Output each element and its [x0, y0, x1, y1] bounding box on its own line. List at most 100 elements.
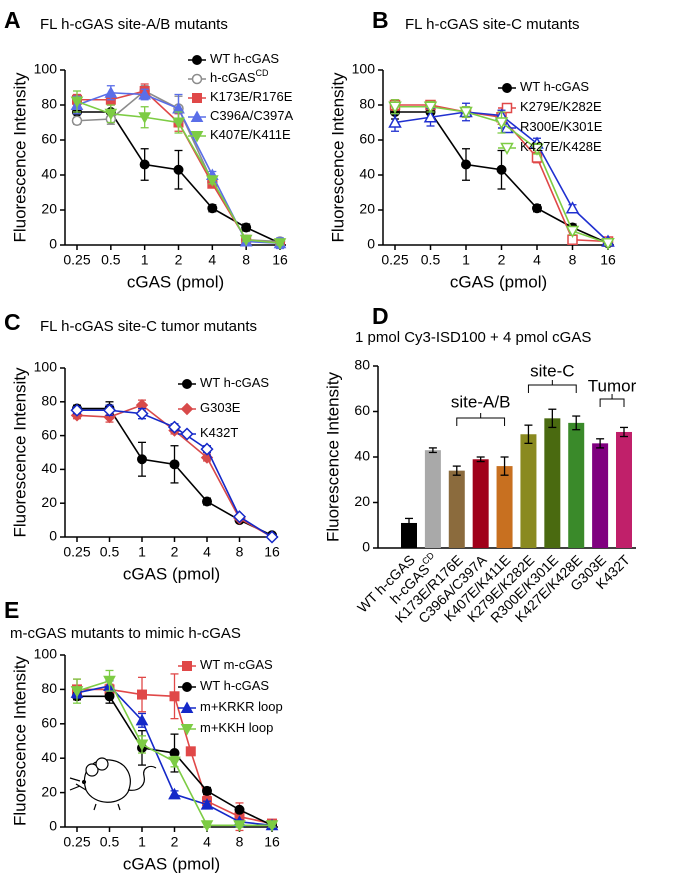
y-tick-label: 40 [359, 166, 375, 182]
x-tick-label: 2 [171, 834, 179, 850]
legend-label: WT m-cGAS [200, 657, 273, 672]
panel: C FL h-cGAS site-C tumor mutants Fluoresce… [4, 309, 280, 583]
point [104, 86, 118, 98]
panel: Em-cGAS mutants to mimic h-cGAS Fluoresce… [4, 597, 283, 873]
y-tick-label: 60 [41, 715, 57, 731]
x-tick-label: 16 [272, 252, 288, 268]
x-tick-label: 2 [175, 252, 183, 268]
x-tick-label: 0.5 [100, 834, 120, 850]
legend-item: WT h-cGAS [178, 375, 269, 390]
y-tick-label: 0 [49, 236, 57, 252]
legend-text: WT h-cGAS [200, 678, 269, 693]
point [202, 785, 212, 796]
annotation: Tumor [588, 376, 637, 395]
error-bar [572, 415, 581, 431]
point [139, 159, 150, 170]
point [200, 442, 214, 456]
y-tick-label: 0 [367, 236, 375, 252]
point [207, 203, 218, 214]
point [205, 175, 219, 187]
point [233, 820, 246, 832]
legend-marker [182, 379, 192, 389]
y-tick-label: 40 [354, 448, 370, 464]
point [565, 201, 580, 214]
bracket [599, 394, 625, 407]
y-tick-label: 80 [41, 393, 57, 409]
legend-label: R300E/K301E [520, 119, 603, 134]
legend-text: K427E/K428E [520, 139, 602, 154]
legend-label: K173E/R176E [210, 89, 293, 104]
point [565, 225, 580, 239]
point [423, 110, 438, 123]
point [167, 420, 182, 434]
legend-item: K432T [178, 425, 238, 441]
chart-title: 1 pmol Cy3-ISD100 + 4 pmol cGAS [355, 329, 591, 346]
y-tick-label: 0 [49, 528, 57, 544]
point [494, 117, 509, 130]
panel: D1 pmol Cy3-ISD100 + 4 pmol cGAS Fluoresc… [323, 303, 636, 626]
panel-letter: E [4, 597, 19, 623]
point [135, 739, 149, 751]
point [169, 691, 180, 702]
bar [592, 443, 609, 548]
y-tick-label: 100 [352, 61, 376, 77]
legend-label: h-cGASCD [210, 68, 269, 85]
y-tick-label: 20 [41, 494, 57, 510]
series [70, 669, 279, 832]
legend-marker [500, 142, 514, 156]
legend-marker [180, 402, 194, 416]
point [496, 164, 507, 175]
y-tick-label: 100 [34, 61, 58, 77]
error-bar [620, 426, 628, 438]
point [461, 159, 471, 170]
bar [616, 431, 632, 548]
x-tick-label: 8 [236, 544, 244, 560]
x-tick-label: 0.25 [381, 252, 408, 268]
legend-text: m+KRKR loop [200, 699, 283, 714]
point [173, 164, 184, 175]
point [168, 787, 181, 800]
legend-item: G303E [178, 400, 241, 415]
legend-marker [501, 102, 513, 114]
legend-label: K279E/K282E [520, 99, 602, 114]
point [102, 403, 117, 417]
x-tick-label: 8 [242, 252, 250, 268]
legend-item: h-cGASCD [188, 68, 269, 85]
point [135, 713, 149, 726]
error-bar [476, 456, 485, 463]
y-tick-label: 0 [49, 818, 57, 834]
point [138, 112, 152, 124]
point [241, 222, 252, 233]
panel-letter: B [372, 7, 389, 33]
point [70, 96, 84, 109]
legend-item: K427E/K428E [498, 139, 602, 156]
point [172, 117, 185, 130]
mouse-icon [69, 757, 157, 811]
y-tick-label: 80 [359, 96, 375, 112]
legend-item: WT h-cGAS [188, 51, 279, 66]
bar [568, 422, 585, 548]
y-tick-label: 20 [354, 493, 370, 509]
x-tick-label: 16 [600, 252, 616, 268]
annotation: site-A/B [451, 392, 511, 411]
x-axis-label: cGAS (pmol) [123, 854, 220, 873]
bar [544, 418, 561, 548]
legend-text: K173E/R176E [210, 89, 293, 104]
bar [448, 470, 465, 548]
error-bar [405, 517, 413, 529]
legend-text: WT m-cGAS [200, 657, 273, 672]
point [273, 238, 287, 250]
y-axis-label: Fluorescence Intensity [10, 367, 29, 538]
legend-text: R300E/K301E [520, 119, 603, 134]
y-tick-label: 80 [354, 357, 370, 373]
point [532, 203, 542, 214]
legend-text: G303E [200, 400, 241, 415]
legend-item: WT h-cGAS [178, 678, 269, 693]
legend-marker [502, 83, 512, 93]
x-tick-label: 1 [462, 252, 470, 268]
x-axis-label: cGAS (pmol) [123, 564, 220, 583]
x-tick-label: 4 [203, 544, 211, 560]
point [388, 101, 402, 114]
legend-label: WT h-cGAS [520, 79, 589, 94]
